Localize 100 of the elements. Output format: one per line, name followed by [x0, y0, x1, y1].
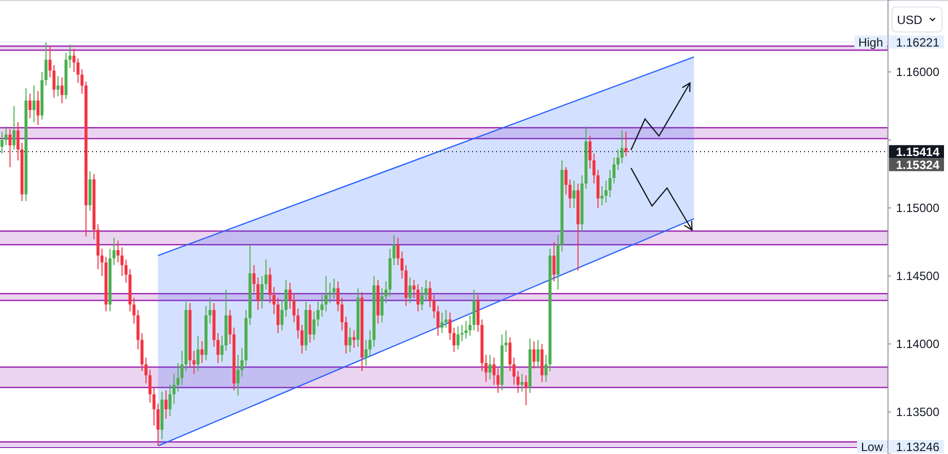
candlestick: [176, 362, 180, 392]
candlestick: [588, 135, 592, 170]
candlestick: [448, 312, 452, 340]
candlestick: [332, 278, 336, 300]
candlestick: [572, 180, 576, 208]
candlestick: [516, 370, 520, 394]
y-tick-label: 1.14000: [896, 336, 940, 351]
candlestick: [424, 280, 428, 301]
candlestick: [268, 267, 272, 304]
candlestick: [32, 85, 36, 123]
candlestick: [620, 130, 624, 164]
candlestick: [488, 354, 492, 380]
candlestick: [16, 122, 20, 161]
candlestick: [4, 126, 8, 146]
candlestick: [368, 330, 372, 357]
candlestick: [336, 280, 340, 312]
candlestick: [116, 240, 120, 263]
candlestick: [468, 314, 472, 336]
candlestick: [236, 354, 240, 396]
y-tick-label: 1.16000: [896, 64, 940, 79]
candlestick: [384, 280, 388, 304]
candlestick: [132, 297, 136, 324]
candlestick: [452, 327, 456, 353]
candlestick: [228, 309, 232, 344]
candlestick: [444, 309, 448, 328]
candlestick: [28, 93, 32, 119]
candlestick: [264, 259, 268, 290]
candlestick: [68, 44, 72, 68]
candlestick: [344, 316, 348, 354]
candlestick: [524, 374, 528, 406]
candlestick: [56, 76, 60, 97]
candlestick: [380, 288, 384, 323]
candlestick: [200, 340, 204, 364]
candlestick: [320, 294, 324, 318]
candlestick: [220, 335, 224, 362]
candlestick: [124, 259, 128, 284]
candlestick: [536, 339, 540, 369]
candlestick: [112, 237, 116, 266]
candlestick: [252, 264, 256, 293]
candlestick: [436, 305, 440, 336]
candlestick: [0, 131, 4, 154]
candlestick: [348, 327, 352, 353]
candlestick: [8, 128, 12, 168]
candlestick: [168, 384, 172, 417]
candlestick: [600, 186, 604, 206]
candlestick: [432, 294, 436, 319]
candlestick: [44, 41, 48, 86]
candlestick: [416, 284, 420, 312]
candlestick: [300, 324, 304, 354]
candlestick: [520, 373, 524, 392]
candlestick: [460, 324, 464, 342]
ref-line-label: 1.15414: [896, 145, 940, 160]
ref-line-label: 1.13246: [896, 440, 940, 454]
candlestick: [316, 301, 320, 327]
candlestick: [484, 354, 488, 383]
candlestick: [592, 153, 596, 184]
candlestick: [76, 58, 80, 84]
candlestick: [512, 357, 516, 386]
candlestick: [412, 280, 416, 298]
y-tick-label: 1.14500: [896, 268, 940, 283]
candlestick: [156, 403, 160, 448]
candlestick: [596, 169, 600, 208]
candlestick: [464, 320, 468, 340]
candlestick: [408, 276, 412, 304]
candlestick: [272, 286, 276, 315]
candlestick: [400, 250, 404, 280]
candlestick: [196, 335, 200, 372]
candlestick: [328, 282, 332, 304]
candlestick: [80, 68, 84, 94]
candlestick: [120, 246, 124, 276]
candlestick: [340, 297, 344, 331]
candlestick: [292, 293, 296, 323]
candlestick: [52, 64, 56, 98]
ref-line-label: 1.16221: [896, 35, 940, 50]
candlestick: [276, 297, 280, 334]
candlestick: [392, 234, 396, 266]
candlestick: [420, 286, 424, 310]
candlestick: [616, 148, 620, 170]
candlestick: [564, 166, 568, 195]
candlestick: [240, 348, 244, 378]
candlestick: [100, 248, 104, 276]
candlestick: [456, 326, 460, 350]
candlestick: [428, 280, 432, 308]
candlestick: [612, 157, 616, 184]
candlestick: [216, 332, 220, 364]
candlestick: [312, 310, 316, 340]
candlestick: [144, 357, 148, 384]
candlestick: [208, 297, 212, 324]
candlestick: [192, 350, 196, 374]
candlestick: [604, 180, 608, 204]
candlestick: [504, 330, 508, 353]
candlestick: [496, 368, 500, 394]
candlestick: [624, 131, 628, 157]
y-tick-label: 1.15000: [896, 200, 940, 215]
candlestick: [608, 169, 612, 198]
candlestick: [508, 336, 512, 372]
candlestick: [364, 339, 368, 366]
candlestick: [152, 386, 156, 426]
candlestick: [256, 276, 260, 310]
annotation: Low: [860, 440, 884, 454]
